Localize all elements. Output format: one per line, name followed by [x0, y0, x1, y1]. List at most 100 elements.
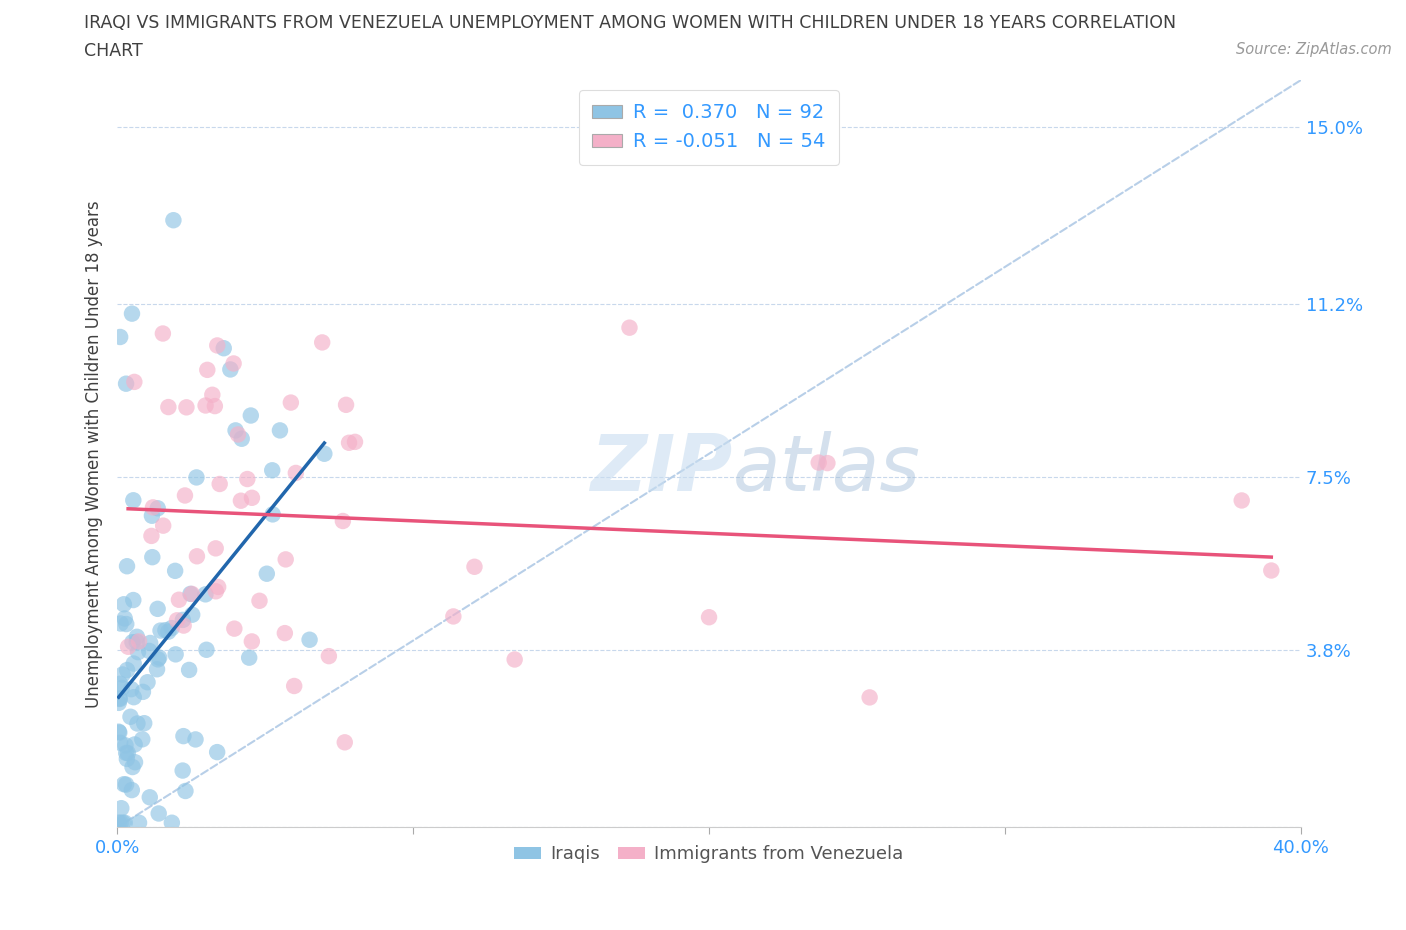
Point [115, 662, 138, 677]
Point [807, 455, 830, 470]
Point [343, 434, 366, 449]
Point [160, 620, 183, 635]
Point [207, 579, 229, 594]
Point [114, 816, 136, 830]
Point [122, 592, 145, 607]
Point [194, 398, 217, 413]
Point [225, 423, 247, 438]
Point [115, 617, 138, 631]
Point [157, 624, 180, 639]
Point [174, 784, 197, 799]
Point [208, 476, 231, 491]
Point [127, 716, 149, 731]
Point [121, 635, 143, 650]
Point [149, 623, 172, 638]
Point [122, 690, 145, 705]
Point [124, 737, 146, 751]
Point [136, 675, 159, 690]
Point [332, 513, 354, 528]
Point [107, 724, 129, 739]
Point [165, 564, 187, 578]
Point [160, 816, 183, 830]
Point [108, 736, 131, 751]
Point [146, 602, 169, 617]
Point [503, 652, 526, 667]
Point [619, 320, 641, 335]
Point [239, 408, 262, 423]
Point [128, 634, 150, 649]
Point [132, 684, 155, 699]
Point [335, 397, 357, 412]
Point [697, 610, 720, 625]
Point [229, 493, 252, 508]
Point [152, 518, 174, 533]
Point [172, 613, 194, 628]
Point [141, 509, 163, 524]
Point [162, 213, 184, 228]
Point [139, 635, 162, 650]
Point [146, 652, 169, 667]
Point [120, 682, 142, 697]
Point [333, 735, 356, 750]
Point [115, 746, 138, 761]
Y-axis label: Unemployment Among Women with Children Under 18 years: Unemployment Among Women with Children U… [86, 200, 103, 708]
Point [128, 816, 150, 830]
Point [186, 470, 208, 485]
Point [111, 667, 134, 682]
Point [219, 362, 242, 377]
Point [815, 456, 838, 471]
Point [172, 764, 194, 778]
Text: ZIP: ZIP [591, 431, 733, 507]
Point [280, 395, 302, 410]
Point [236, 472, 259, 486]
Point [155, 623, 177, 638]
Point [112, 777, 135, 791]
Point [139, 790, 162, 804]
Point [311, 335, 333, 350]
Point [107, 816, 129, 830]
Point [122, 493, 145, 508]
Point [240, 490, 263, 505]
Point [262, 463, 284, 478]
Point [148, 806, 170, 821]
Point [141, 550, 163, 565]
Point [204, 399, 226, 414]
Point [172, 729, 194, 744]
Legend: Iraqis, Immigrants from Venezuela: Iraqis, Immigrants from Venezuela [508, 838, 911, 870]
Point [441, 609, 464, 624]
Point [274, 552, 297, 567]
Point [110, 801, 132, 816]
Point [314, 446, 336, 461]
Point [859, 690, 882, 705]
Point [108, 725, 131, 740]
Point [222, 356, 245, 371]
Point [131, 732, 153, 747]
Point [179, 662, 201, 677]
Text: atlas: atlas [733, 431, 921, 507]
Point [165, 647, 187, 662]
Point [146, 662, 169, 677]
Point [115, 777, 138, 792]
Point [180, 587, 202, 602]
Point [194, 587, 217, 602]
Point [1260, 563, 1282, 578]
Point [284, 466, 307, 481]
Point [256, 566, 278, 581]
Point [114, 611, 136, 626]
Point [174, 488, 197, 503]
Text: IRAQI VS IMMIGRANTS FROM VENEZUELA UNEMPLOYMENT AMONG WOMEN WITH CHILDREN UNDER : IRAQI VS IMMIGRANTS FROM VENEZUELA UNEMP… [84, 14, 1177, 32]
Point [148, 650, 170, 665]
Point [108, 691, 131, 706]
Point [107, 696, 129, 711]
Point [226, 427, 249, 442]
Point [127, 644, 149, 659]
Point [124, 755, 146, 770]
Point [110, 816, 132, 830]
Point [152, 326, 174, 341]
Point [318, 649, 340, 664]
Point [167, 592, 190, 607]
Point [166, 613, 188, 628]
Point [186, 549, 208, 564]
Point [205, 584, 228, 599]
Point [240, 634, 263, 649]
